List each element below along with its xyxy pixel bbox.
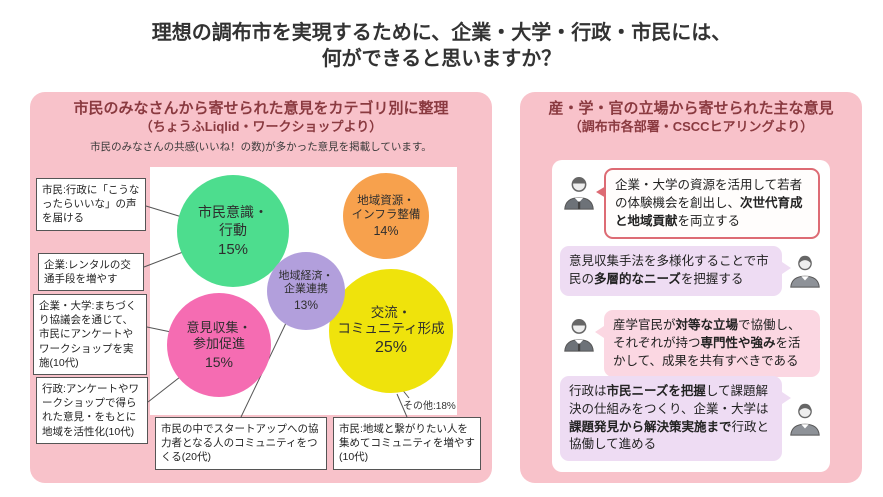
businesswoman-icon bbox=[786, 252, 824, 290]
opinion-text: 企業・大学の資源を活用して若者の体験機会を創出し、次世代育成と地域貢献を両立する bbox=[615, 178, 803, 228]
bubble-value: 25% bbox=[374, 339, 408, 357]
opinion-bubble-3: 産学官民が対等な立場で協働し、それぞれが持つ専門性や強みを活かして、成果を共有す… bbox=[595, 310, 820, 378]
speech-tail bbox=[782, 392, 791, 404]
callout-government-revitalize-region: 行政:アンケートやワークショップで得られた意見・をもとに地域を活性化(10代) bbox=[36, 377, 148, 444]
page-title: 理想の調布市を実現するために、企業・大学・行政・市民には、 何ができると思います… bbox=[0, 20, 883, 73]
bubble-civic-awareness-action: 市民意識・ 行動 15% bbox=[177, 175, 289, 287]
callout-startup-supporter-community: 市民の中でスタートアップへの協力者となる人のコミュニティをつくる(20代) bbox=[155, 417, 327, 470]
opinion-bubble-4: 行政は市民ニーズを把握して課題解決の仕組みをつくり、企業・大学は課題発見から解決… bbox=[560, 376, 791, 461]
left-panel-subheading: （ちょうふLiqlid・ワークショップより） bbox=[139, 118, 383, 134]
opinion-text: 産学官民が対等な立場で協働し、それぞれが持つ専門性や強みを活かして、成果を共有す… bbox=[613, 318, 801, 368]
bubble-exchange-community-building: 交流・ コミュニティ形成 25% bbox=[329, 269, 453, 393]
bubble-label: 交流・ コミュニティ形成 bbox=[337, 304, 445, 336]
bubble-regional-resources-infrastructure: 地域資源・ インフラ整備 14% bbox=[343, 173, 429, 259]
callout-company-university-surveys: 企業・大学:まちづくり協議会を通じて、市民にアンケートやワークショップを実施(1… bbox=[33, 294, 147, 375]
bubble-regional-economy-business: 地域経済・ 企業連携 13% bbox=[267, 252, 345, 330]
title-line-2: 何ができると思いますか？ bbox=[321, 48, 562, 71]
bubble-value: 15% bbox=[217, 240, 249, 258]
other-share-label: その他:18% bbox=[403, 401, 456, 412]
left-panel-heading: 市民のみなさんから寄せられた意見をカテゴリ別に整理 bbox=[73, 100, 449, 117]
callout-citizen-voice-to-government: 市民:行政に「こうなったらいいな」の声を届ける bbox=[36, 178, 146, 231]
bubble-label: 地域資源・ インフラ整備 bbox=[351, 194, 421, 221]
left-panel-note: 市民のみなさんの共感(いいね！の数)が多かった意見を掲載しています。 bbox=[90, 140, 432, 153]
bubble-opinion-gathering-participation: 意見収集・ 参加促進 15% bbox=[167, 293, 271, 397]
businesswoman-icon bbox=[786, 400, 824, 438]
stakeholder-opinions-panel: 産・学・官の立場から寄せられた主な意見 （調布市各部署・CSCCヒアリングより）… bbox=[520, 92, 862, 483]
bubble-value: 15% bbox=[204, 353, 234, 370]
speech-tail bbox=[595, 326, 604, 338]
bubble-value: 14% bbox=[373, 224, 399, 239]
title-line-1: 理想の調布市を実現するために、企業・大学・行政・市民には、 bbox=[151, 22, 732, 44]
speech-tail bbox=[782, 262, 791, 274]
callout-company-rental-transport: 企業:レンタルの交通手段を増やす bbox=[38, 253, 144, 292]
bubble-label: 市民意識・ 行動 bbox=[198, 204, 268, 238]
citizen-opinions-panel: 市民のみなさんから寄せられた意見をカテゴリ別に整理 （ちょうふLiqlid・ワー… bbox=[30, 92, 492, 483]
speech-tail bbox=[596, 186, 606, 198]
businessman-icon bbox=[560, 316, 598, 354]
businessman-icon bbox=[560, 174, 598, 212]
opinions-box: 企業・大学の資源を活用して若者の体験機会を創出し、次世代育成と地域貢献を両立する… bbox=[552, 160, 830, 472]
bubble-value: 13% bbox=[293, 298, 319, 313]
opinion-bubble-2: 意見収集手法を多様化することで市民の多層的なニーズを把握する bbox=[560, 246, 791, 296]
opinion-text: 行政は市民ニーズを把握して課題解決の仕組みをつくり、企業・大学は課題発見から解決… bbox=[569, 384, 770, 452]
opinion-bubble-1: 企業・大学の資源を活用して若者の体験機会を創出し、次世代育成と地域貢献を両立する bbox=[596, 168, 820, 240]
bubble-label: 意見収集・ 参加促進 bbox=[186, 320, 252, 351]
opinion-text: 意見収集手法を多様化することで市民の多層的なニーズを把握する bbox=[569, 254, 769, 286]
right-panel-subheading: （調布市各部署・CSCCヒアリングより） bbox=[568, 118, 814, 134]
right-panel-heading: 産・学・官の立場から寄せられた主な意見 bbox=[548, 100, 834, 117]
callout-increase-communities: 市民:地域と繋がりたい人を集めてコミュニティを増やす(10代) bbox=[333, 417, 481, 470]
bubble-label: 地域経済・ 企業連携 bbox=[278, 269, 334, 295]
